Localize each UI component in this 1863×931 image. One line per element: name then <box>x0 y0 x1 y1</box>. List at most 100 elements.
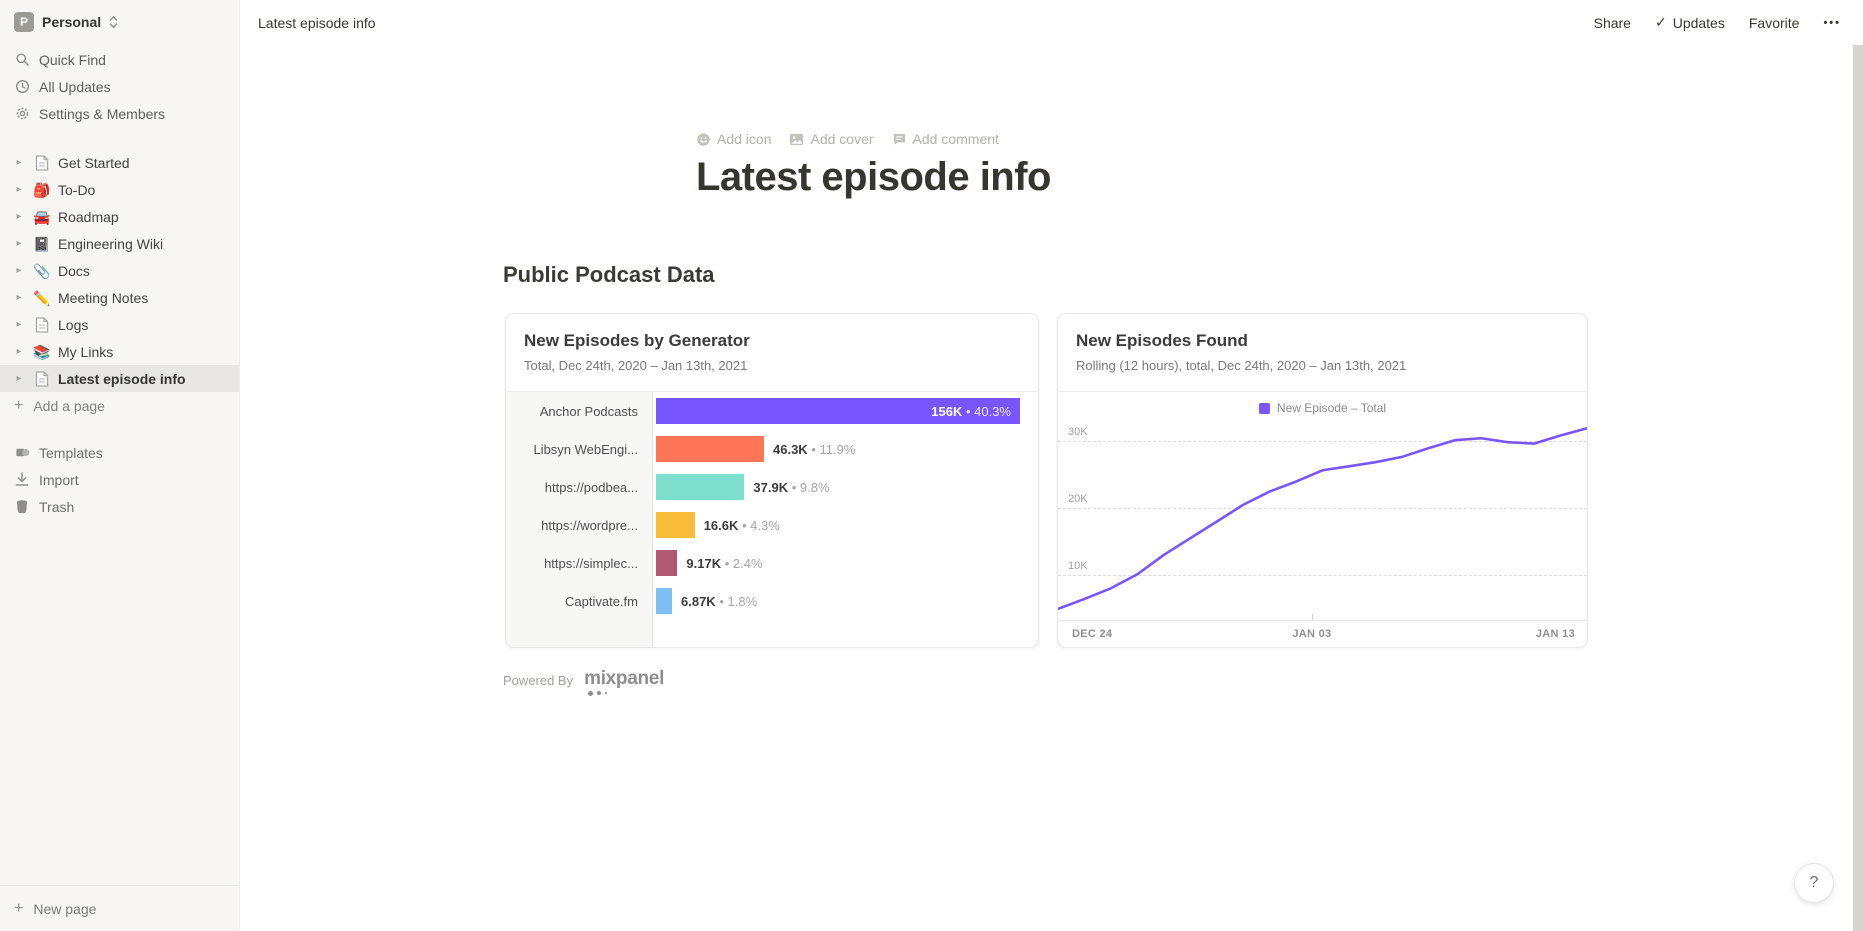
sidebar-item-settings-members[interactable]: Settings & Members <box>0 100 239 127</box>
page-label: Logs <box>58 316 89 333</box>
main-area: Latest episode info Share ✓ Updates Favo… <box>240 0 1863 931</box>
expand-toggle-icon[interactable]: ▸ <box>16 292 22 303</box>
bar-row[interactable]: 9.17K • 2.4% <box>656 544 1038 582</box>
bar-row[interactable]: 6.87K • 1.8% <box>656 582 1038 620</box>
comment-bubble-icon <box>892 132 907 147</box>
expand-toggle-icon[interactable]: ▸ <box>16 346 22 357</box>
more-options-button[interactable]: ••• <box>1823 16 1841 29</box>
new-page-button[interactable]: + New page <box>0 885 239 931</box>
add-icon-button[interactable]: Add icon <box>696 131 771 147</box>
scrollbar[interactable] <box>1853 45 1863 931</box>
books-emoji-icon: 📚 <box>33 343 51 360</box>
page-decoration-actions: Add icon Add cover Add comment <box>696 131 1863 147</box>
sidebar-page-engineering-wiki[interactable]: ▸ 📓 Engineering Wiki <box>0 230 239 257</box>
bar-fill <box>656 588 672 614</box>
add-comment-label: Add comment <box>912 131 999 147</box>
line-chart-title: New Episodes Found <box>1076 331 1248 350</box>
plus-icon: + <box>14 899 24 917</box>
sidebar-item-templates[interactable]: Templates <box>0 439 239 466</box>
sidebar-page-roadmap[interactable]: ▸ 🚘 Roadmap <box>0 203 239 230</box>
page-content: Add icon Add cover Add comment Latest ep… <box>240 131 1863 696</box>
sidebar-item-import[interactable]: Import <box>0 466 239 493</box>
breadcrumb[interactable]: Latest episode info <box>258 14 376 31</box>
page-title[interactable]: Latest episode info <box>696 155 1052 199</box>
expand-toggle-icon[interactable]: ▸ <box>16 373 22 384</box>
line-chart-card[interactable]: New Episodes Found Rolling (12 hours), t… <box>1057 313 1588 648</box>
bar-row[interactable]: 37.9K • 9.8% <box>656 468 1038 506</box>
add-cover-button[interactable]: Add cover <box>789 131 874 147</box>
bar-row[interactable]: 16.6K • 4.3% <box>656 506 1038 544</box>
sidebar-pages: ▸ Get Started ▸ 🎒 To-Do ▸ 🚘 Roadmap ▸ 📓 … <box>0 149 239 419</box>
bar-row[interactable]: 156K • 40.3% <box>656 392 1038 430</box>
bar-category-label: https://podbea... <box>544 479 638 495</box>
sidebar-item-label: All Updates <box>39 78 111 95</box>
line-chart-plot[interactable]: 30K 20K 10K <box>1058 424 1587 621</box>
page-label: Engineering Wiki <box>58 235 164 252</box>
sidebar-page-to-do[interactable]: ▸ 🎒 To-Do <box>0 176 239 203</box>
page-label: Roadmap <box>58 208 119 225</box>
mixpanel-logo[interactable]: mixpanel <box>584 669 664 696</box>
bar-value-label: 6.87K • 1.8% <box>681 593 758 609</box>
powered-by-label: Powered By <box>503 673 574 688</box>
backpack-emoji-icon: 🎒 <box>33 181 51 198</box>
expand-toggle-icon[interactable]: ▸ <box>16 265 22 276</box>
share-button[interactable]: Share <box>1593 14 1631 31</box>
page-label: Meeting Notes <box>58 289 149 306</box>
clock-icon <box>14 79 30 94</box>
document-icon <box>32 370 52 387</box>
updates-button[interactable]: ✓ Updates <box>1655 14 1725 31</box>
bar-chart-title: New Episodes by Generator <box>524 331 750 350</box>
bar-row[interactable]: 46.3K • 11.9% <box>656 430 1038 468</box>
expand-toggle-icon[interactable]: ▸ <box>16 184 22 195</box>
bar-category-label: Anchor Podcasts <box>539 403 638 419</box>
sidebar: P Personal Quick Find All Updates <box>0 0 240 931</box>
mixpanel-embed: New Episodes by Generator Total, Dec 24t… <box>505 313 1863 648</box>
page-label: Get Started <box>58 154 130 171</box>
sidebar-item-label: Templates <box>39 444 103 461</box>
mixpanel-logo-dots <box>588 690 664 696</box>
updates-label: Updates <box>1672 14 1725 31</box>
favorite-button[interactable]: Favorite <box>1748 14 1800 31</box>
document-icon <box>32 154 52 171</box>
workspace-switcher[interactable]: P Personal <box>0 0 239 42</box>
expand-toggle-icon[interactable]: ▸ <box>16 238 22 249</box>
sidebar-item-trash[interactable]: Trash <box>0 493 239 520</box>
gridline-30k <box>1058 441 1587 442</box>
car-emoji-icon: 🚘 <box>33 208 51 225</box>
sidebar-item-label: Import <box>39 471 79 488</box>
sidebar-page-logs[interactable]: ▸ Logs <box>0 311 239 338</box>
document-icon <box>32 316 52 333</box>
bar-chart-card[interactable]: New Episodes by Generator Total, Dec 24t… <box>505 313 1039 648</box>
paperclip-emoji-icon: 📎 <box>33 262 51 279</box>
bar-category-column: Anchor Podcasts Libsyn WebEngi... https:… <box>506 392 653 647</box>
sidebar-item-all-updates[interactable]: All Updates <box>0 73 239 100</box>
import-download-icon <box>14 472 30 487</box>
trash-icon <box>14 499 30 514</box>
bar-value-label: 46.3K • 11.9% <box>773 441 856 457</box>
add-comment-button[interactable]: Add comment <box>892 131 999 147</box>
sidebar-page-latest-episode-info[interactable]: ▸ Latest episode info <box>0 365 239 392</box>
expand-toggle-icon[interactable]: ▸ <box>16 211 22 222</box>
y-tick-label: 30K <box>1068 426 1088 438</box>
expand-toggle-icon[interactable]: ▸ <box>16 157 22 168</box>
bar-value-label: 156K • 40.3% <box>931 403 1011 419</box>
add-icon-label: Add icon <box>717 131 772 147</box>
sidebar-page-get-started[interactable]: ▸ Get Started <box>0 149 239 176</box>
templates-icon <box>14 445 30 460</box>
page-label: My Links <box>58 343 114 360</box>
sidebar-page-docs[interactable]: ▸ 📎 Docs <box>0 257 239 284</box>
add-a-page-label: Add a page <box>33 397 105 414</box>
section-heading[interactable]: Public Podcast Data <box>503 262 715 287</box>
add-a-page-button[interactable]: + Add a page <box>0 392 239 419</box>
new-page-label: New page <box>33 900 97 917</box>
help-button[interactable]: ? <box>1794 863 1834 903</box>
bar-fill <box>656 474 745 500</box>
sidebar-item-quick-find[interactable]: Quick Find <box>0 46 239 73</box>
x-tick-label: DEC 24 <box>1072 628 1113 640</box>
expand-toggle-icon[interactable]: ▸ <box>16 319 22 330</box>
gridline-10k <box>1058 575 1587 576</box>
sidebar-page-my-links[interactable]: ▸ 📚 My Links <box>0 338 239 365</box>
sidebar-page-meeting-notes[interactable]: ▸ ✏️ Meeting Notes <box>0 284 239 311</box>
topbar: Latest episode info Share ✓ Updates Favo… <box>240 0 1863 45</box>
gridline-20k <box>1058 508 1587 509</box>
